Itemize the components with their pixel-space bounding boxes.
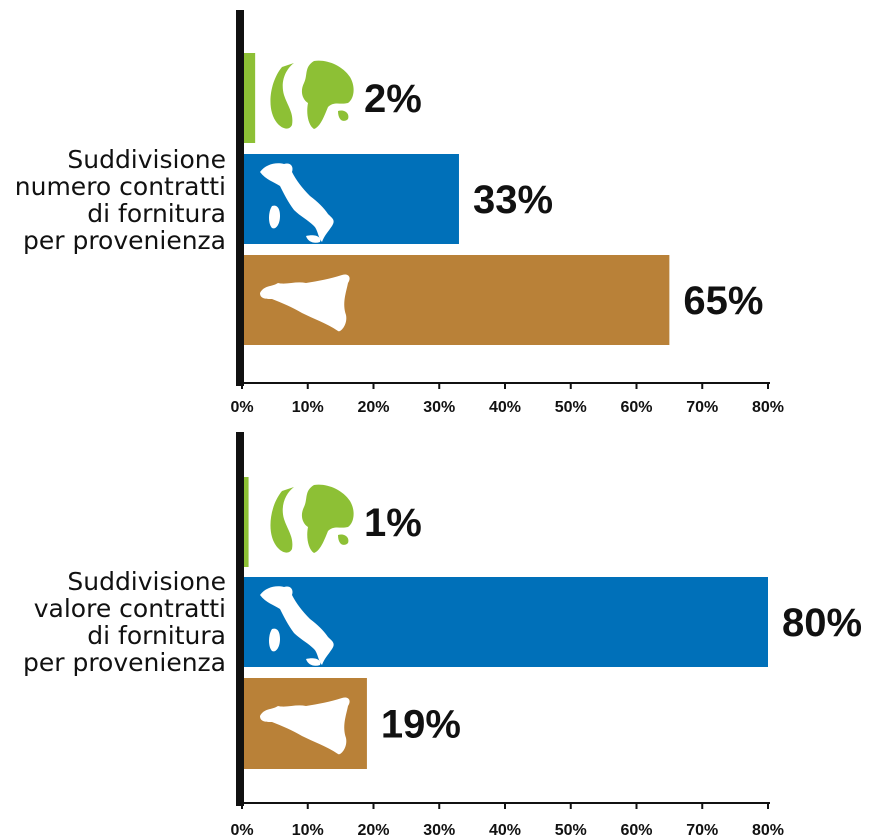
globe-eurasia-africa — [301, 60, 354, 129]
x-tick-label: 80% — [752, 399, 784, 416]
data-label: 33% — [473, 178, 553, 222]
x-tick-label: 30% — [423, 399, 455, 416]
sardinia-island — [269, 205, 280, 229]
x-tick-label: 40% — [489, 822, 521, 839]
globe-americas — [270, 487, 294, 553]
y-axis — [236, 10, 244, 386]
x-tick-label: 40% — [489, 399, 521, 416]
chart-numero-contratti: Suddivisione numero contratti di fornitu… — [15, 10, 784, 416]
globe-oceania — [338, 534, 349, 545]
x-tick-label: 0% — [230, 399, 253, 416]
y-axis — [236, 432, 244, 806]
bar-globe — [242, 477, 249, 567]
x-tick-label: 80% — [752, 822, 784, 839]
category-label-line: per provenienza — [22, 226, 226, 255]
x-tick-label: 70% — [686, 822, 718, 839]
data-label: 65% — [683, 279, 763, 323]
chart-plot: 1% 80% 19% 0% 10% 20% 30% 40% 50% 60% 70% 80% — [230, 432, 862, 839]
sicily-map-icon — [260, 697, 350, 755]
x-tick-label: 10% — [292, 399, 324, 416]
category-label-line: per provenienza — [22, 648, 226, 677]
data-label: 2% — [364, 77, 422, 121]
chart-plot: 2% 33% 65% 0% 10% 20% 30% 40% 50% 60% 70% 80% — [230, 10, 784, 416]
x-tick-label: 60% — [620, 822, 652, 839]
italy-mainland — [260, 586, 334, 665]
x-tick-label: 60% — [620, 399, 652, 416]
sicily-island — [306, 658, 321, 666]
category-label-line: Suddivisione — [67, 145, 226, 174]
globe-icon — [270, 484, 354, 553]
globe-eurasia-africa — [301, 484, 354, 553]
globe-americas — [270, 63, 294, 129]
sicily-island — [306, 235, 321, 243]
x-tick-label: 30% — [423, 822, 455, 839]
category-label-line: Suddivisione — [67, 567, 226, 596]
category-label-line: numero contratti — [14, 172, 226, 201]
data-label: 19% — [381, 703, 461, 747]
category-label: Suddivisione numero contratti di fornitu… — [15, 146, 226, 254]
globe-oceania — [338, 110, 349, 121]
x-tick-label: 50% — [555, 399, 587, 416]
sicily-map-icon — [260, 274, 350, 332]
category-label: Suddivisione valore contratti di fornitu… — [23, 568, 226, 676]
sicily-shape — [260, 274, 350, 332]
data-label: 1% — [364, 501, 422, 545]
x-tick-label: 0% — [230, 822, 253, 839]
italy-map-icon — [260, 163, 334, 243]
x-tick-label: 70% — [686, 399, 718, 416]
x-tick-label: 20% — [357, 399, 389, 416]
chart-valore-contratti: Suddivisione valore contratti di fornitu… — [0, 420, 871, 840]
globe-icon — [270, 60, 354, 129]
category-label-line: di fornitura — [87, 199, 226, 228]
italy-mainland — [260, 163, 334, 242]
category-label-line: valore contratti — [33, 594, 226, 623]
category-label-line: di fornitura — [87, 621, 226, 650]
data-label: 80% — [782, 601, 862, 645]
italy-map-icon — [260, 586, 334, 666]
x-tick-label: 50% — [555, 822, 587, 839]
bar-globe — [242, 53, 256, 143]
x-tick-label: 20% — [357, 822, 389, 839]
x-tick-label: 10% — [292, 822, 324, 839]
sardinia-island — [269, 628, 280, 652]
sicily-shape — [260, 697, 350, 755]
